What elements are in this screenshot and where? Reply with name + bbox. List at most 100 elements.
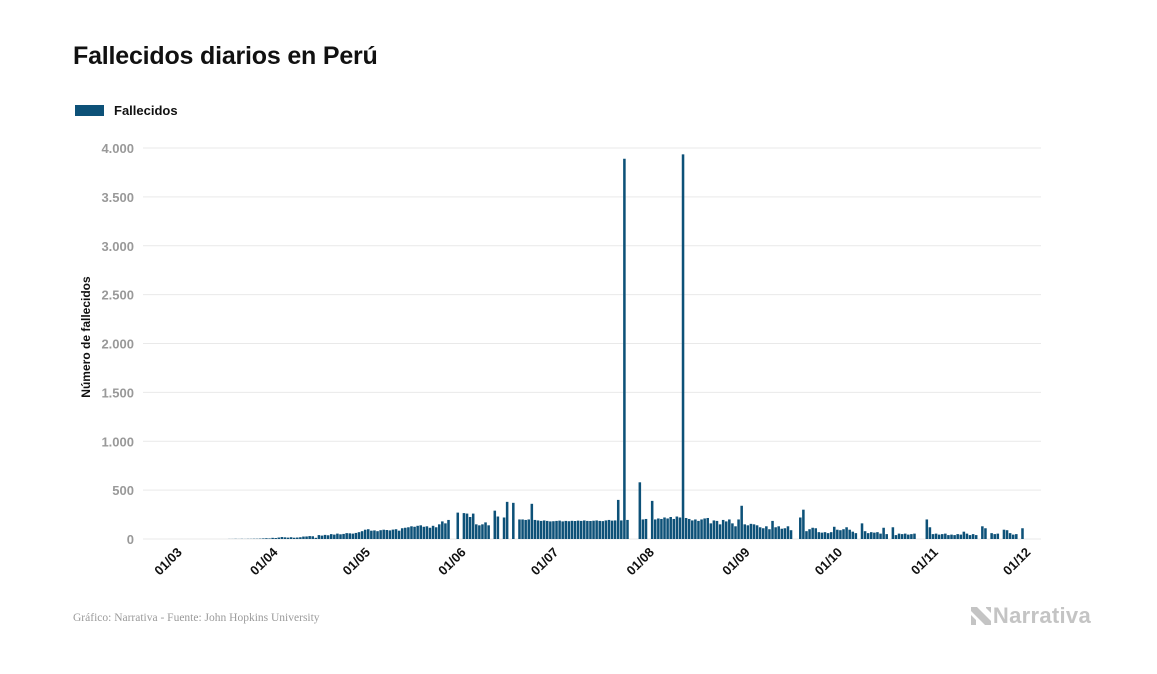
- bar: [487, 525, 490, 539]
- bar: [465, 513, 469, 539]
- bar: [561, 521, 564, 539]
- bar: [808, 529, 811, 539]
- bar: [925, 519, 929, 539]
- bar: [709, 523, 713, 539]
- bar: [749, 523, 753, 539]
- bar: [607, 519, 611, 539]
- bar: [413, 526, 416, 539]
- bar: [672, 518, 676, 539]
- bar: [373, 530, 376, 539]
- bar: [968, 535, 972, 539]
- bar: [780, 528, 784, 539]
- bar: [425, 526, 429, 539]
- bar: [657, 518, 660, 539]
- bar: [752, 524, 756, 539]
- gridlines: [143, 147, 1041, 540]
- bar: [762, 528, 765, 539]
- bar: [882, 527, 885, 539]
- bar: [524, 519, 527, 539]
- bar: [502, 517, 506, 539]
- bar: [484, 522, 487, 539]
- bar: [903, 533, 907, 539]
- bar: [475, 524, 478, 539]
- bar: [583, 520, 586, 539]
- bar: [940, 534, 944, 539]
- bar: [737, 519, 740, 539]
- bar: [1002, 529, 1006, 539]
- bar: [274, 538, 277, 539]
- bar: [959, 534, 963, 539]
- bar: [1021, 528, 1024, 539]
- bar: [521, 519, 524, 539]
- bar: [641, 519, 645, 539]
- bar: [842, 529, 845, 539]
- bar: [589, 521, 592, 539]
- bar: [1005, 530, 1009, 539]
- bar: [721, 519, 725, 539]
- y-tick-label: 2.000: [101, 337, 134, 352]
- bar: [931, 534, 935, 539]
- bar: [431, 525, 435, 539]
- bar: [863, 531, 867, 539]
- bar: [675, 516, 679, 539]
- bar: [805, 531, 808, 539]
- bars: [228, 154, 1024, 539]
- bar: [981, 526, 984, 539]
- bar: [829, 532, 833, 539]
- chart-title: Fallecidos diarios en Perú: [73, 42, 378, 70]
- bar: [743, 524, 747, 539]
- narrativa-logo-icon: [970, 607, 991, 625]
- bar: [774, 527, 777, 539]
- bar: [706, 517, 709, 539]
- bar: [962, 531, 966, 539]
- bar: [400, 528, 404, 539]
- bar: [314, 537, 318, 539]
- brand-logo: Narrativa: [970, 603, 1091, 629]
- bar: [650, 500, 654, 539]
- bar: [876, 532, 879, 539]
- bar: [866, 533, 870, 539]
- bar: [771, 520, 774, 539]
- bar: [342, 533, 345, 539]
- bar: [703, 518, 706, 539]
- bar: [697, 520, 700, 539]
- bar: [799, 517, 802, 539]
- bar: [481, 524, 484, 539]
- bar: [984, 528, 987, 539]
- bar: [653, 519, 657, 539]
- x-tick-label: 01/05: [340, 545, 374, 579]
- bar: [567, 521, 571, 539]
- y-tick-label: 0: [127, 532, 134, 547]
- bar: [385, 530, 389, 539]
- y-tick-label: 3.500: [101, 190, 134, 205]
- legend: Fallecidos: [75, 103, 178, 118]
- x-tick-label: 01/03: [151, 545, 185, 579]
- bar: [379, 530, 382, 539]
- bar: [329, 534, 333, 539]
- x-tick-label: 01/06: [435, 545, 469, 579]
- bar: [610, 520, 614, 539]
- bar: [333, 534, 336, 539]
- bar: [601, 521, 605, 539]
- bar: [570, 520, 574, 539]
- bar: [604, 520, 608, 539]
- bar: [586, 520, 589, 539]
- bar: [592, 520, 595, 539]
- x-axis-ticks: 01/03 01/04 01/05 01/06 01/07 01/08 01/09 01/10…: [151, 544, 1033, 578]
- bar: [734, 526, 737, 539]
- bar: [530, 503, 534, 539]
- bar: [1008, 533, 1012, 539]
- bar: [758, 527, 762, 539]
- bar: [826, 533, 830, 539]
- bar: [848, 529, 851, 539]
- bar: [518, 519, 521, 539]
- bar: [907, 534, 910, 539]
- bar: [505, 501, 509, 539]
- bar: [308, 536, 311, 539]
- bar: [879, 533, 882, 539]
- bar: [410, 526, 413, 539]
- bar: [394, 529, 398, 539]
- bar: [428, 527, 432, 539]
- bar: [302, 536, 305, 539]
